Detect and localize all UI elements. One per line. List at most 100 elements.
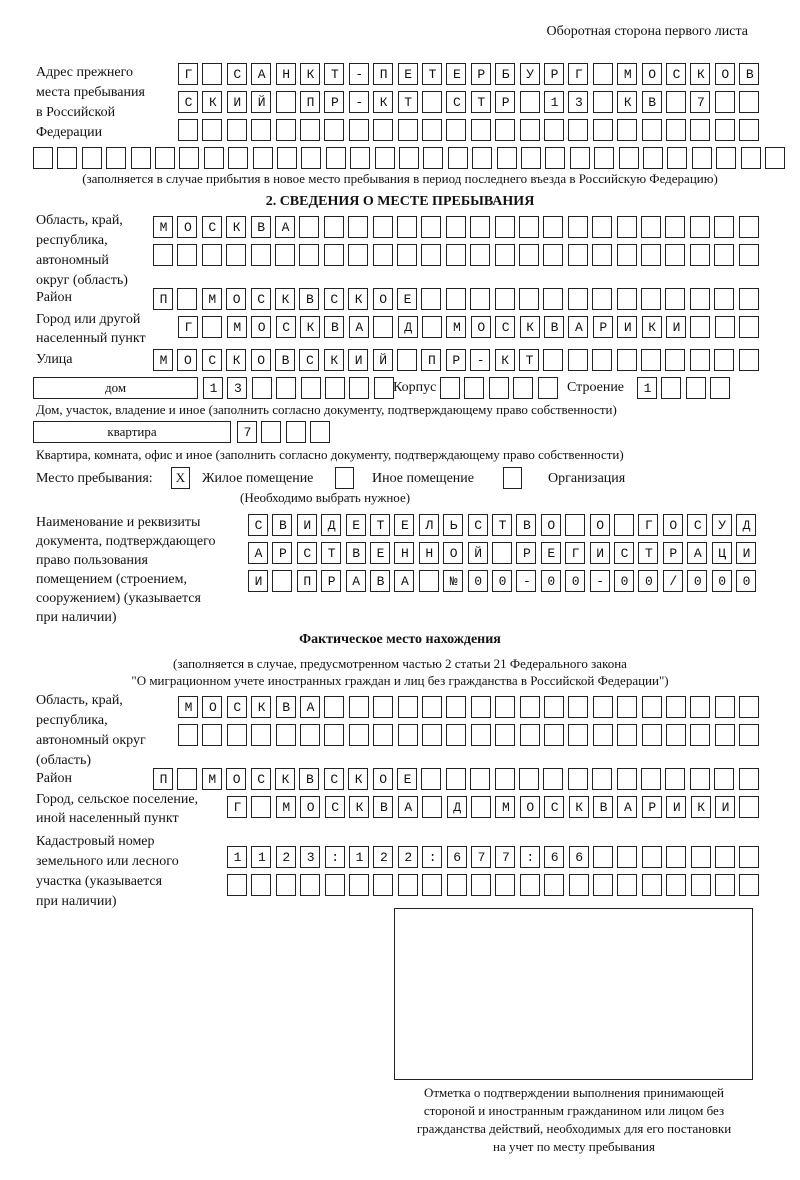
char-cell[interactable] [178,724,198,746]
char-cell[interactable] [641,768,661,790]
char-cell[interactable] [447,147,468,169]
char-cell[interactable] [616,244,637,266]
char-cell[interactable] [373,91,394,113]
char-cell[interactable] [592,91,613,113]
char-cell[interactable] [618,147,639,169]
char-cell[interactable] [397,244,417,266]
char-cell[interactable] [153,768,173,790]
char-cell[interactable] [516,514,537,536]
char-cell[interactable] [568,874,589,896]
char-cell[interactable] [614,542,634,564]
char-cell[interactable] [521,147,541,169]
char-cell[interactable] [418,542,439,564]
char-cell[interactable] [226,316,247,338]
char-cell[interactable] [714,288,735,310]
char-cell[interactable] [397,316,418,338]
char-cell[interactable] [470,349,491,371]
char-cell[interactable] [299,349,320,371]
char-cell[interactable] [687,542,708,564]
char-cell[interactable] [348,288,369,310]
char-cell[interactable] [540,514,561,536]
char-cell[interactable] [638,514,659,536]
char-cell[interactable] [495,316,516,338]
char-cell[interactable] [325,147,346,169]
char-cell[interactable] [567,216,588,238]
char-cell[interactable] [228,147,249,169]
char-cell[interactable] [666,846,687,868]
char-cell[interactable] [641,244,661,266]
char-cell[interactable] [323,244,344,266]
char-cell[interactable] [616,768,637,790]
house-type-field[interactable]: дом [33,377,198,399]
char-cell[interactable] [519,244,539,266]
char-cell[interactable] [738,216,759,238]
char-cell[interactable] [739,63,760,85]
char-cell[interactable] [324,846,345,868]
char-cell[interactable] [275,768,295,790]
char-cell[interactable] [345,542,366,564]
char-cell[interactable] [373,874,394,896]
char-cell[interactable] [422,91,442,113]
char-cell[interactable] [203,147,224,169]
char-cell[interactable] [226,63,247,85]
char-cell[interactable] [544,796,565,818]
char-cell[interactable] [739,846,760,868]
char-cell[interactable] [543,216,564,238]
char-cell[interactable] [470,724,491,746]
char-cell[interactable] [275,696,296,718]
char-cell[interactable] [177,244,198,266]
char-cell[interactable] [662,542,683,564]
char-cell[interactable] [397,349,417,371]
char-cell[interactable] [714,724,735,746]
char-cell[interactable] [373,377,394,399]
char-cell[interactable] [226,244,247,266]
char-cell[interactable] [714,91,735,113]
char-cell[interactable] [689,349,710,371]
char-cell[interactable] [592,63,613,85]
char-cell[interactable] [418,514,439,536]
char-cell[interactable] [494,288,515,310]
char-cell[interactable] [714,216,735,238]
char-cell[interactable] [272,542,293,564]
char-cell[interactable] [488,377,509,399]
char-cell[interactable] [661,377,682,399]
char-cell[interactable] [519,119,540,141]
char-cell[interactable] [592,288,613,310]
char-cell[interactable] [373,796,394,818]
char-cell[interactable] [544,874,565,896]
char-cell[interactable] [665,288,686,310]
char-cell[interactable] [592,244,613,266]
char-cell[interactable] [299,768,320,790]
char-cell[interactable] [285,421,306,443]
char-cell[interactable] [394,514,415,536]
char-cell[interactable] [179,147,200,169]
char-cell[interactable] [106,147,127,169]
char-cell[interactable] [202,724,223,746]
char-cell[interactable] [687,570,708,592]
char-cell[interactable] [665,216,686,238]
char-cell[interactable] [568,119,589,141]
char-cell[interactable] [252,147,273,169]
char-cell[interactable] [666,316,686,338]
char-cell[interactable] [738,768,759,790]
char-cell[interactable] [617,63,638,85]
char-cell[interactable] [641,216,661,238]
char-cell[interactable] [299,244,320,266]
char-cell[interactable] [421,244,442,266]
char-cell[interactable] [440,377,460,399]
char-cell[interactable] [325,377,345,399]
char-cell[interactable] [543,288,564,310]
char-cell[interactable] [470,119,491,141]
char-cell[interactable] [227,874,247,896]
char-cell[interactable] [177,768,198,790]
char-cell[interactable] [275,349,295,371]
char-cell[interactable] [617,796,638,818]
char-cell[interactable] [226,696,247,718]
char-cell[interactable] [470,288,491,310]
char-cell[interactable] [617,874,638,896]
char-cell[interactable] [422,846,443,868]
char-cell[interactable] [495,63,516,85]
char-cell[interactable] [277,147,297,169]
char-cell[interactable] [593,874,613,896]
char-cell[interactable] [275,796,296,818]
